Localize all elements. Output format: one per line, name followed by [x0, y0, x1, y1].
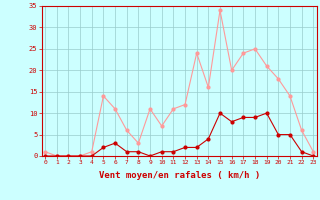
- X-axis label: Vent moyen/en rafales ( km/h ): Vent moyen/en rafales ( km/h ): [99, 171, 260, 180]
